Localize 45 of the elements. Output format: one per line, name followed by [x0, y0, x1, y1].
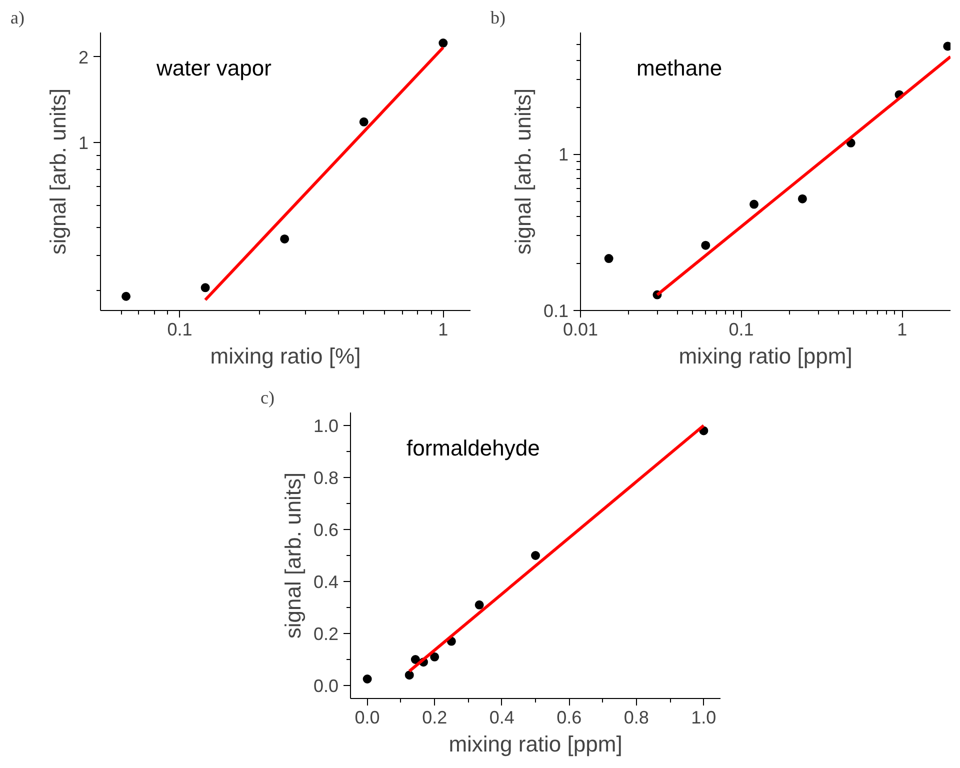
x-tick-label: 1.0 — [691, 708, 716, 728]
y-tick-label: 2 — [78, 47, 89, 68]
point — [701, 240, 710, 250]
point — [604, 254, 614, 264]
y-tick-label: 0.8 — [313, 468, 339, 488]
point — [280, 234, 290, 244]
point — [200, 283, 210, 292]
point — [359, 117, 368, 126]
x-tick-label: 0.6 — [556, 708, 582, 728]
y-tick-label: 0.0 — [313, 676, 339, 696]
annotation: methane — [636, 56, 722, 80]
point — [430, 652, 440, 662]
point — [531, 551, 540, 560]
y-tick-label: 0.4 — [313, 572, 339, 592]
chart-title: a) — [10, 8, 24, 28]
y-axis-title: signal [arb. units] — [280, 472, 306, 639]
annotation: water vapor — [156, 56, 272, 80]
point — [410, 655, 420, 664]
point — [122, 292, 131, 301]
annotation: formaldehyde — [406, 436, 540, 460]
y-axis-title: signal [arb. units] — [510, 88, 536, 255]
x-axis-title: mixing ratio [%] — [210, 344, 361, 368]
point — [750, 200, 759, 209]
x-tick-label: 0.1 — [167, 320, 192, 340]
x-tick-label: 1 — [438, 320, 448, 340]
point — [798, 194, 807, 204]
y-tick-label: 0.2 — [313, 624, 339, 644]
y-tick-label: 1.0 — [313, 416, 339, 436]
chart-title: c) — [260, 388, 274, 408]
point — [404, 670, 414, 680]
x-tick-label: 0.0 — [354, 708, 380, 728]
x-tick-label: 0.1 — [728, 320, 754, 340]
x-tick-label: 0.2 — [422, 708, 448, 728]
x-tick-label: 1 — [897, 320, 908, 340]
point — [474, 600, 484, 610]
x-tick-label: 0.4 — [489, 708, 514, 728]
point — [438, 38, 448, 48]
x-tick-label: 0.01 — [562, 320, 598, 340]
y-tick-label: 0.6 — [313, 520, 339, 540]
x-axis-title: mixing ratio [ppm] — [448, 732, 622, 756]
y-axis-title: signal [arb. units] — [45, 88, 70, 255]
chart-title: b) — [490, 8, 506, 28]
x-tick-label: 0.8 — [624, 708, 649, 728]
point — [362, 674, 372, 684]
x-axis-title: mixing ratio [ppm] — [678, 344, 852, 368]
